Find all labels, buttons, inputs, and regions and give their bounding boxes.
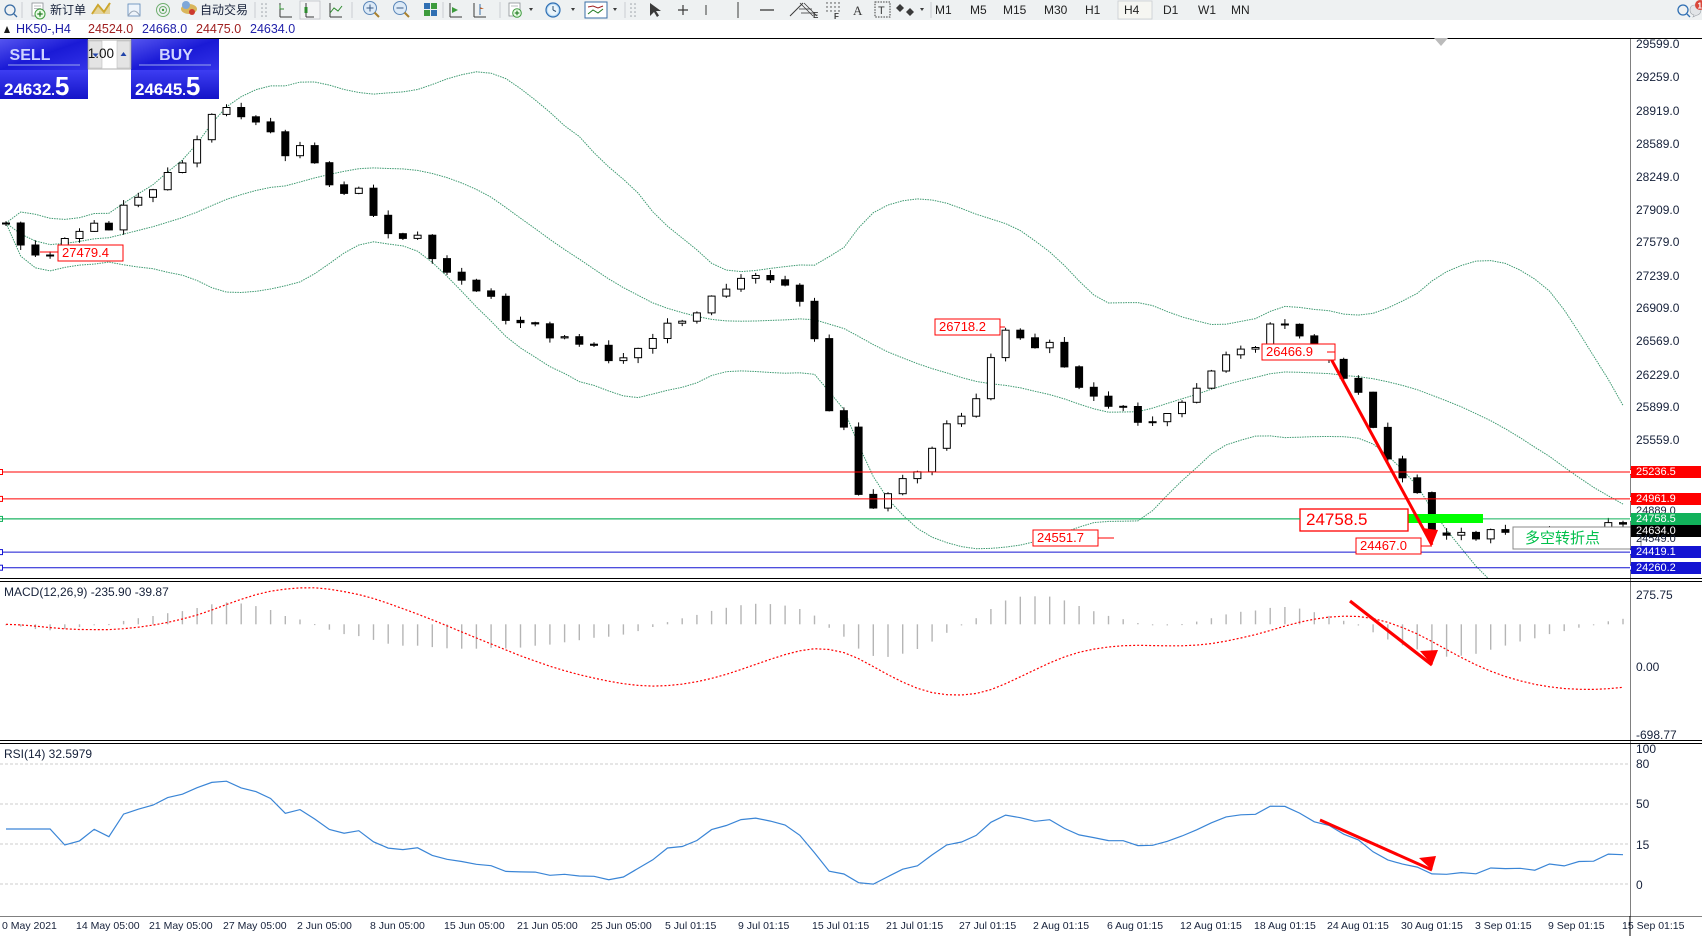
svg-text:0: 0 — [1636, 878, 1643, 892]
svg-text:自动交易: 自动交易 — [200, 2, 248, 17]
svg-text:9 Sep 01:15: 9 Sep 01:15 — [1548, 920, 1605, 932]
svg-text:MN: MN — [1231, 3, 1250, 17]
svg-text:5 Jul 01:15: 5 Jul 01:15 — [665, 920, 717, 932]
svg-text:24758.5: 24758.5 — [1636, 513, 1676, 525]
svg-text:12 Aug 01:15: 12 Aug 01:15 — [1180, 920, 1242, 932]
svg-text:25 Jun 05:00: 25 Jun 05:00 — [591, 920, 652, 932]
svg-text:15 Sep 01:15: 15 Sep 01:15 — [1622, 920, 1685, 932]
svg-text:24634.0: 24634.0 — [250, 22, 295, 36]
svg-text:100: 100 — [1636, 742, 1656, 756]
svg-text:28589.0: 28589.0 — [1636, 137, 1680, 151]
svg-text:2 Aug 01:15: 2 Aug 01:15 — [1033, 920, 1089, 932]
svg-text:W1: W1 — [1198, 3, 1216, 17]
svg-text:21 May 05:00: 21 May 05:00 — [149, 920, 213, 932]
svg-text:25899.0: 25899.0 — [1636, 400, 1680, 414]
svg-text:24475.0: 24475.0 — [196, 22, 241, 36]
svg-text:14 May 05:00: 14 May 05:00 — [76, 920, 140, 932]
svg-text:E: E — [813, 11, 819, 20]
svg-text:3 Sep 01:15: 3 Sep 01:15 — [1475, 920, 1532, 932]
svg-text:HK50-,H4: HK50-,H4 — [16, 22, 71, 36]
svg-text:多空转折点: 多空转折点 — [1525, 530, 1600, 547]
svg-text:H1: H1 — [1085, 3, 1101, 17]
svg-text:M30: M30 — [1044, 3, 1068, 17]
svg-text:26909.0: 26909.0 — [1636, 301, 1680, 315]
svg-text:27 May 05:00: 27 May 05:00 — [223, 920, 287, 932]
svg-text:25559.0: 25559.0 — [1636, 433, 1680, 447]
svg-text:新订单: 新订单 — [50, 2, 86, 17]
svg-text:26229.0: 26229.0 — [1636, 368, 1680, 382]
svg-text:29599.0: 29599.0 — [1636, 39, 1680, 51]
svg-text:24524.0: 24524.0 — [88, 22, 133, 36]
svg-text:T: T — [878, 5, 885, 17]
svg-text:27 Jul 01:15: 27 Jul 01:15 — [959, 920, 1016, 932]
svg-text:6 Aug 01:15: 6 Aug 01:15 — [1107, 920, 1163, 932]
svg-text:26466.9: 26466.9 — [1266, 344, 1313, 359]
svg-text:80: 80 — [1636, 757, 1650, 771]
svg-text:24419.1: 24419.1 — [1636, 546, 1676, 558]
svg-text:26718.2: 26718.2 — [939, 319, 986, 334]
svg-text:15: 15 — [1636, 838, 1650, 852]
svg-text:24 Aug 01:15: 24 Aug 01:15 — [1327, 920, 1389, 932]
svg-text:24549.0: 24549.0 — [1636, 533, 1676, 545]
svg-text:27479.4: 27479.4 — [62, 245, 109, 260]
svg-text:29259.0: 29259.0 — [1636, 70, 1680, 84]
svg-text:21 Jul 01:15: 21 Jul 01:15 — [886, 920, 943, 932]
svg-text:24467.0: 24467.0 — [1360, 538, 1407, 553]
svg-text:F: F — [834, 12, 839, 20]
svg-text:24961.9: 24961.9 — [1636, 493, 1676, 505]
svg-text:1: 1 — [1698, 2, 1702, 11]
svg-text:M1: M1 — [935, 3, 952, 17]
svg-text:28919.0: 28919.0 — [1636, 104, 1680, 118]
svg-text:15 Jun 05:00: 15 Jun 05:00 — [444, 920, 505, 932]
svg-text:0 May 2021: 0 May 2021 — [2, 920, 57, 932]
svg-text:A: A — [853, 3, 863, 18]
svg-text:8 Jun 05:00: 8 Jun 05:00 — [370, 920, 425, 932]
svg-text:26569.0: 26569.0 — [1636, 334, 1680, 348]
svg-text:27909.0: 27909.0 — [1636, 203, 1680, 217]
svg-text:D1: D1 — [1163, 3, 1179, 17]
svg-text:275.75: 275.75 — [1636, 588, 1673, 602]
svg-text:15 Jul 01:15: 15 Jul 01:15 — [812, 920, 869, 932]
svg-text:24551.7: 24551.7 — [1037, 530, 1084, 545]
svg-text:21 Jun 05:00: 21 Jun 05:00 — [517, 920, 578, 932]
svg-text:2 Jun 05:00: 2 Jun 05:00 — [297, 920, 352, 932]
svg-text:27579.0: 27579.0 — [1636, 235, 1680, 249]
svg-text:50: 50 — [1636, 797, 1650, 811]
svg-text:24260.2: 24260.2 — [1636, 562, 1676, 574]
svg-text:25236.5: 25236.5 — [1636, 466, 1676, 478]
svg-text:9 Jul 01:15: 9 Jul 01:15 — [738, 920, 790, 932]
svg-text:H4: H4 — [1124, 3, 1140, 17]
svg-text:24758.5: 24758.5 — [1306, 510, 1367, 529]
svg-text:28249.0: 28249.0 — [1636, 170, 1680, 184]
svg-text:30 Aug 01:15: 30 Aug 01:15 — [1401, 920, 1463, 932]
svg-text:18 Aug 01:15: 18 Aug 01:15 — [1254, 920, 1316, 932]
svg-text:M5: M5 — [970, 3, 987, 17]
svg-text:0.00: 0.00 — [1636, 660, 1660, 674]
svg-text:27239.0: 27239.0 — [1636, 269, 1680, 283]
svg-text:24668.0: 24668.0 — [142, 22, 187, 36]
svg-text:M15: M15 — [1003, 3, 1027, 17]
